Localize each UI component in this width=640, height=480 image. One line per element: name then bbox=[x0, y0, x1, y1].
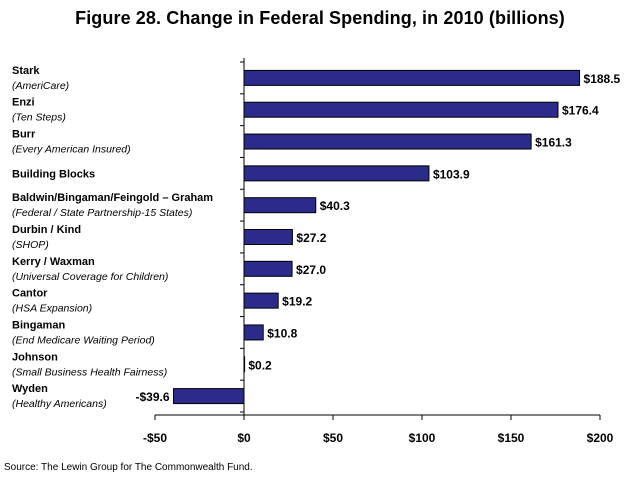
x-tick-label: $100 bbox=[409, 431, 436, 445]
bar bbox=[243, 133, 532, 150]
category-label: Kerry / Waxman bbox=[12, 256, 95, 268]
bar bbox=[243, 197, 317, 214]
x-tick-label: $50 bbox=[323, 431, 343, 445]
category-label: Bingaman bbox=[12, 319, 65, 331]
category-label: Johnson bbox=[12, 351, 58, 363]
x-tick-label: $200 bbox=[587, 431, 614, 445]
data-label: $19.2 bbox=[282, 295, 312, 309]
category-label: Baldwin/Bingaman/Feingold – Graham bbox=[12, 192, 213, 204]
data-label: -$39.6 bbox=[135, 390, 169, 404]
category-sublabel: (Every American Insured) bbox=[12, 144, 131, 156]
category-sublabel: (Universal Coverage for Children) bbox=[12, 271, 168, 283]
category-label: Wyden bbox=[12, 383, 48, 395]
data-label: $0.2 bbox=[248, 358, 272, 372]
x-tick-label: -$50 bbox=[143, 431, 167, 445]
bar bbox=[243, 260, 293, 277]
category-label: Durbin / Kind bbox=[12, 224, 81, 236]
chart-title: Figure 28. Change in Federal Spending, i… bbox=[75, 8, 565, 28]
category-label: Building Blocks bbox=[12, 168, 95, 180]
data-label: $40.3 bbox=[320, 199, 350, 213]
category-sublabel: (HSA Expansion) bbox=[12, 303, 92, 315]
category-sublabel: (Healthy Americans) bbox=[12, 398, 107, 410]
data-label: $27.2 bbox=[296, 231, 326, 245]
data-label: $176.4 bbox=[562, 104, 599, 118]
data-label: $27.0 bbox=[296, 263, 326, 277]
x-tick-label: $0 bbox=[237, 431, 251, 445]
category-sublabel: (Federal / State Partnership-15 States) bbox=[12, 207, 192, 219]
category-sublabel: (AmeriCare) bbox=[12, 80, 69, 92]
data-label: $188.5 bbox=[584, 72, 621, 86]
category-label: Burr bbox=[12, 129, 36, 141]
bar bbox=[243, 101, 559, 118]
bar bbox=[243, 292, 279, 309]
bar bbox=[243, 229, 293, 245]
category-sublabel: (End Medicare Waiting Period) bbox=[12, 334, 155, 346]
x-tick-label: $150 bbox=[498, 431, 525, 445]
category-label: Cantor bbox=[12, 288, 48, 300]
category-sublabel: (Ten Steps) bbox=[12, 112, 66, 124]
category-label: Stark bbox=[12, 65, 40, 77]
category-sublabel: (SHOP) bbox=[12, 239, 49, 251]
bar bbox=[243, 165, 430, 182]
bar bbox=[243, 324, 264, 341]
category-sublabel: (Small Business Health Fairness) bbox=[12, 366, 167, 378]
source-note: Source: The Lewin Group for The Commonwe… bbox=[4, 462, 253, 473]
data-label: $103.9 bbox=[433, 167, 470, 181]
data-label: $161.3 bbox=[535, 136, 572, 150]
category-label: Enzi bbox=[12, 97, 35, 109]
bar bbox=[243, 69, 581, 86]
bar bbox=[173, 388, 245, 405]
data-label: $10.8 bbox=[267, 326, 297, 340]
